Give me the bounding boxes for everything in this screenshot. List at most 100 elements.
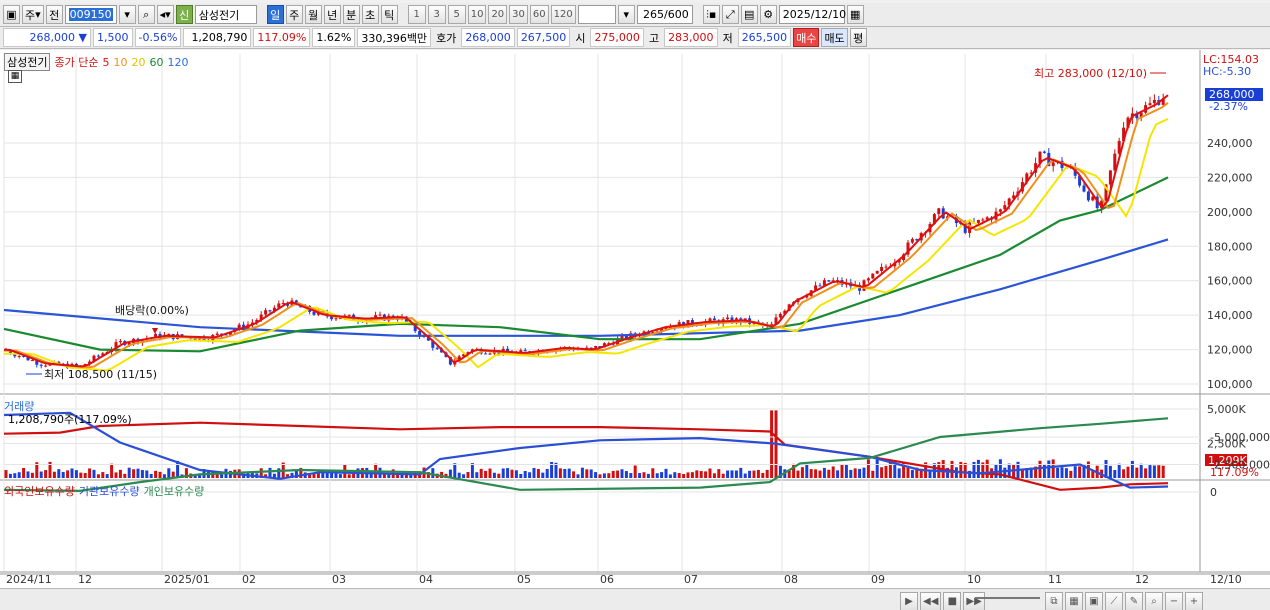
chart-scroll-bar[interactable]: ▶ ◀◀ ■ ▶▶ ⧉ ▦ ▣ ⟋ ✎ ⌕ − +	[0, 588, 1270, 610]
candle-body	[167, 333, 171, 335]
stock-code-input[interactable]: 009150	[64, 5, 117, 24]
candle-body	[88, 361, 92, 364]
sell-button[interactable]: 매도	[821, 28, 848, 47]
minute-20-button[interactable]: 20	[488, 5, 508, 24]
volume-bar	[580, 467, 584, 478]
volume-bar	[127, 467, 131, 478]
period-select[interactable]: 주 ▾	[22, 5, 44, 24]
candle-settings-icon[interactable]: ⫶▪	[702, 5, 720, 24]
minute-1-button[interactable]: 1	[407, 5, 426, 24]
foreign-holdings-legend[interactable]: 외국인보유수량	[4, 485, 75, 498]
count-display[interactable]: 265/600	[636, 5, 693, 24]
institution-holdings-legend[interactable]: 기관보유수량	[78, 485, 140, 498]
volume-title: 거래량	[4, 400, 35, 413]
candle-body	[39, 364, 43, 366]
price-tick-label: 180,000	[1207, 240, 1253, 253]
tab-period-minute[interactable]: 분	[342, 5, 360, 24]
candle-body	[338, 318, 342, 320]
volume-bar	[167, 468, 171, 478]
tab-period-month[interactable]: 월	[304, 5, 322, 24]
zoom-out-icon[interactable]: −	[1165, 592, 1183, 610]
ma20-legend[interactable]: 20	[131, 55, 146, 69]
image-icon[interactable]: ▣	[1085, 592, 1103, 610]
ma120-legend[interactable]: 120	[167, 55, 189, 69]
candle-body	[1078, 175, 1082, 186]
play-icon[interactable]: ▶	[900, 592, 918, 610]
grid-toggle-icon[interactable]: ▦	[1065, 592, 1083, 610]
stop-icon[interactable]: ■	[943, 592, 962, 610]
candle-body	[255, 320, 259, 323]
lc-label: LC:154.03	[1203, 53, 1259, 66]
calendar-icon[interactable]: ▦	[846, 5, 864, 24]
stock-name-field[interactable]: 삼성전기	[194, 5, 257, 24]
candle-body	[466, 352, 470, 355]
volume-bar	[796, 470, 800, 478]
stock-label[interactable]: 삼성전기	[4, 53, 51, 71]
open-price: 275,000	[590, 28, 644, 47]
tab-period-day[interactable]: 일	[266, 5, 284, 24]
candle-body	[1117, 141, 1121, 154]
fast-forward-icon[interactable]: ▶▶	[963, 592, 985, 610]
zoom-in-icon[interactable]: +	[1185, 592, 1203, 610]
volume-bar	[884, 465, 888, 478]
tab-period-week[interactable]: 주	[285, 5, 303, 24]
volume-bar	[48, 461, 52, 478]
save-icon[interactable]: ▤	[740, 5, 758, 24]
ma10-legend[interactable]: 10	[113, 55, 128, 69]
candle-body	[457, 356, 461, 361]
buy-button[interactable]: 매수	[793, 28, 820, 47]
minute-60-button[interactable]: 60	[529, 5, 549, 24]
speaker-icon[interactable]: ◂▾	[156, 5, 174, 24]
custom-period-input[interactable]	[577, 5, 616, 24]
eval-button[interactable]: 평	[849, 28, 867, 47]
candle-body	[664, 328, 668, 330]
volume-bar	[836, 470, 840, 478]
minute-3-button[interactable]: 3	[427, 5, 446, 24]
minute-10-button[interactable]: 10	[467, 5, 487, 24]
volume-bar	[1034, 466, 1038, 478]
zoom-slider[interactable]	[975, 597, 1040, 599]
volume-bar	[910, 469, 914, 478]
custom-period-dropdown-icon[interactable]: ▾	[617, 5, 635, 24]
code-dropdown-icon[interactable]: ▾	[118, 5, 136, 24]
individual-holdings-legend[interactable]: 개인보유수량	[143, 485, 205, 498]
candle-body	[431, 340, 435, 348]
volume-bar	[655, 473, 659, 478]
candle-body	[589, 347, 593, 349]
search-icon[interactable]: ⌕	[137, 5, 155, 24]
candle-body	[998, 209, 1002, 212]
candle-body	[154, 333, 158, 338]
volume-bar	[589, 469, 593, 478]
layout-icon[interactable]: ▣	[3, 5, 20, 24]
ma60-legend[interactable]: 60	[149, 55, 164, 69]
date-field[interactable]: 2025/12/10	[778, 5, 846, 24]
minute-5-button[interactable]: 5	[447, 5, 466, 24]
candle-body	[237, 324, 241, 330]
stock-chart[interactable]: 100,000 120,000 140,000 160,000 180,000 200,0…	[0, 50, 1270, 610]
price-change: 1,500	[93, 28, 133, 47]
volume-bar	[761, 472, 765, 478]
tool-icon[interactable]: ⤢	[721, 5, 739, 24]
minute-30-button[interactable]: 30	[509, 5, 528, 24]
volume-bar	[92, 469, 96, 478]
tab-period-year[interactable]: 년	[323, 5, 341, 24]
chart-tools: ⧉ ▦ ▣ ⟋ ✎ ⌕ − +	[1045, 592, 1203, 610]
volume-bar	[52, 471, 56, 478]
tab-period-tick[interactable]: 틱	[380, 5, 398, 24]
draw-tool-icon[interactable]: ✎	[1125, 592, 1143, 610]
ma5-legend[interactable]: 5	[102, 55, 110, 69]
prev-button[interactable]: 전	[45, 5, 63, 24]
volume-bar	[972, 461, 976, 478]
minute-120-button[interactable]: 120	[550, 5, 576, 24]
copy-icon[interactable]: ⧉	[1045, 592, 1063, 610]
volume-bar	[1122, 469, 1126, 478]
gear-icon[interactable]: ⚙	[759, 5, 777, 24]
volume-bar	[466, 472, 470, 478]
chart-area[interactable]: 100,000 120,000 140,000 160,000 180,000 200,0…	[0, 50, 1270, 610]
line-tool-icon[interactable]: ⟋	[1105, 592, 1123, 610]
volume-bar	[928, 469, 932, 478]
grid-icon[interactable]: ▦	[8, 70, 22, 83]
tab-period-second[interactable]: 초	[361, 5, 379, 24]
zoom-icon[interactable]: ⌕	[1145, 592, 1163, 610]
rewind-icon[interactable]: ◀◀	[920, 592, 942, 610]
